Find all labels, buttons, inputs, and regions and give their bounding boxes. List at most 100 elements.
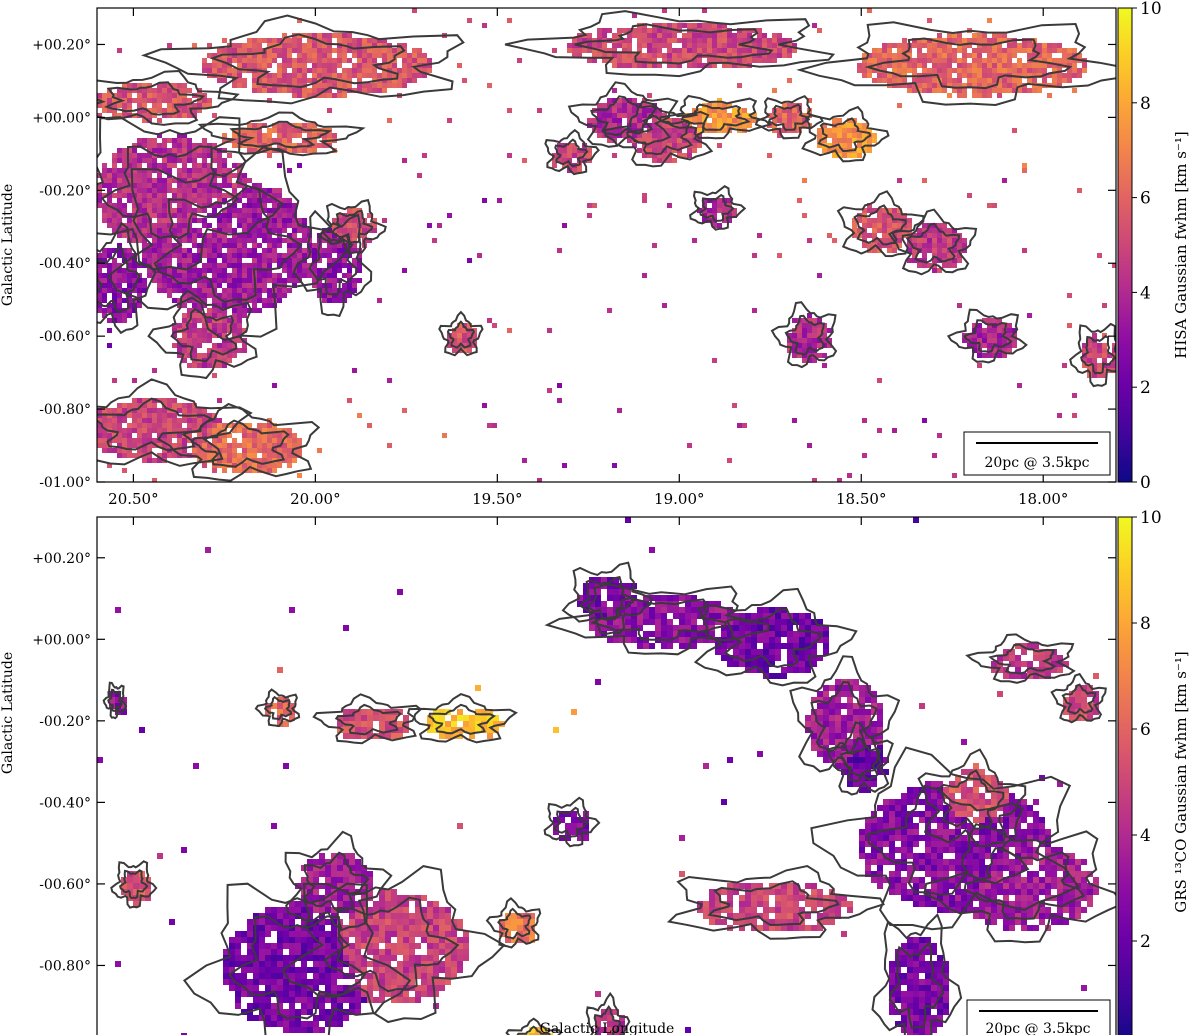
top-heatmap-pixel	[192, 343, 197, 348]
top-heatmap-pixel	[367, 58, 372, 63]
top-heatmap-pixel	[667, 143, 672, 148]
top-heatmap-pixel	[247, 38, 252, 43]
top-heatmap-pixel	[767, 153, 772, 158]
top-heatmap-pixel	[357, 48, 362, 53]
top-heatmap-pixel	[972, 73, 977, 78]
bottom-heatmap-pixel	[841, 733, 847, 739]
top-heatmap-pixel	[347, 283, 352, 288]
top-heatmap-pixel	[412, 78, 417, 83]
top-heatmap-pixel	[917, 58, 922, 63]
top-heatmap-pixel	[187, 338, 192, 343]
top-heatmap-pixel	[707, 43, 712, 48]
bottom-heatmap-pixel	[625, 631, 631, 637]
top-heatmap-pixel	[247, 253, 252, 258]
top-heatmap-pixel	[232, 78, 237, 83]
top-heatmap-pixel	[192, 438, 197, 443]
top-heatmap-pixel	[342, 288, 347, 293]
top-heatmap-pixel	[127, 98, 132, 103]
top-heatmap-pixel	[932, 253, 937, 258]
top-heatmap-pixel	[932, 78, 937, 83]
top-heatmap-pixel	[202, 163, 207, 168]
top-heatmap-pixel	[207, 313, 212, 318]
top-heatmap-pixel	[982, 328, 987, 333]
top-heatmap-pixel	[652, 158, 657, 163]
top-heatmap-pixel	[937, 68, 942, 73]
top-heatmap-pixel	[657, 133, 662, 138]
bottom-heatmap-pixel	[1027, 667, 1033, 673]
top-heatmap-pixel	[737, 118, 742, 123]
bottom-heatmap-pixel	[619, 607, 625, 613]
bottom-heatmap-pixel	[685, 601, 691, 607]
bottom-heatmap-pixel	[727, 661, 733, 667]
bottom-heatmap-pixel	[787, 637, 793, 643]
top-heatmap-pixel	[132, 278, 137, 283]
top-xtick-label: 18.50°	[836, 490, 886, 508]
top-heatmap-pixel	[347, 273, 352, 278]
top-heatmap-pixel	[352, 43, 357, 48]
top-heatmap-pixel	[882, 58, 887, 63]
top-heatmap-pixel	[717, 33, 722, 38]
top-heatmap-pixel	[667, 123, 672, 128]
top-heatmap-pixel	[217, 203, 222, 208]
bottom-heatmap-pixel	[793, 631, 799, 637]
bottom-heatmap-pixel	[337, 721, 343, 727]
top-heatmap-pixel	[232, 58, 237, 63]
top-heatmap-pixel	[772, 33, 777, 38]
top-heatmap-pixel	[142, 173, 147, 178]
top-heatmap-pixel	[1027, 78, 1032, 83]
top-contour-line	[754, 95, 824, 140]
bottom-heatmap-pixel	[925, 781, 931, 787]
top-heatmap-pixel	[197, 278, 202, 283]
top-heatmap-pixel	[977, 333, 982, 338]
top-heatmap-pixel	[172, 268, 177, 273]
top-heatmap-pixel	[657, 33, 662, 38]
top-heatmap-pixel	[687, 23, 692, 28]
top-heatmap-pixel	[297, 43, 302, 48]
top-heatmap-pixel	[262, 438, 267, 443]
top-heatmap-pixel	[907, 248, 912, 253]
bottom-heatmap-pixel	[649, 619, 655, 625]
top-heatmap-pixel	[212, 238, 217, 243]
top-heatmap-pixel	[122, 193, 127, 198]
top-heatmap-pixel	[247, 423, 252, 428]
top-heatmap-pixel	[312, 58, 317, 63]
top-heatmap-pixel	[177, 168, 182, 173]
top-heatmap-pixel	[257, 183, 262, 188]
top-heatmap-pixel	[162, 233, 167, 238]
top-heatmap-pixel	[967, 53, 972, 58]
top-heatmap-pixel	[187, 143, 192, 148]
top-heatmap-pixel	[742, 58, 747, 63]
top-heatmap-pixel	[257, 228, 262, 233]
top-heatmap-pixel	[267, 98, 272, 103]
bottom-heatmap-pixel	[799, 637, 805, 643]
top-heatmap-pixel	[222, 58, 227, 63]
bottom-heatmap-pixel	[121, 703, 127, 709]
top-heatmap-pixel	[252, 58, 257, 63]
bottom-heatmap-pixel	[361, 709, 367, 715]
top-heatmap-pixel	[1097, 353, 1102, 358]
top-heatmap-pixel	[727, 198, 732, 203]
top-heatmap-pixel	[1077, 68, 1082, 73]
bottom-heatmap-pixel	[685, 613, 691, 619]
top-heatmap-pixel	[657, 28, 662, 33]
bottom-heatmap-pixel	[739, 631, 745, 637]
top-heatmap-pixel	[147, 83, 152, 88]
top-heatmap-pixel	[1042, 63, 1047, 68]
top-heatmap-pixel	[157, 188, 162, 193]
top-heatmap-pixel	[737, 63, 742, 68]
bottom-heatmap-pixel	[841, 685, 847, 691]
bottom-heatmap-pixel	[1075, 703, 1081, 709]
top-heatmap-pixel	[722, 53, 727, 58]
top-heatmap-pixel	[237, 278, 242, 283]
top-heatmap-pixel	[127, 413, 132, 418]
top-heatmap-pixel	[292, 278, 297, 283]
top-heatmap-pixel	[272, 208, 277, 213]
top-heatmap-pixel	[117, 408, 122, 413]
top-heatmap-pixel	[1072, 88, 1077, 93]
top-heatmap-pixel	[157, 148, 162, 153]
top-heatmap-pixel	[842, 123, 847, 128]
top-heatmap-pixel	[237, 273, 242, 278]
top-heatmap-pixel	[1012, 128, 1017, 133]
top-heatmap-pixel	[342, 33, 347, 38]
top-heatmap-pixel	[237, 313, 242, 318]
